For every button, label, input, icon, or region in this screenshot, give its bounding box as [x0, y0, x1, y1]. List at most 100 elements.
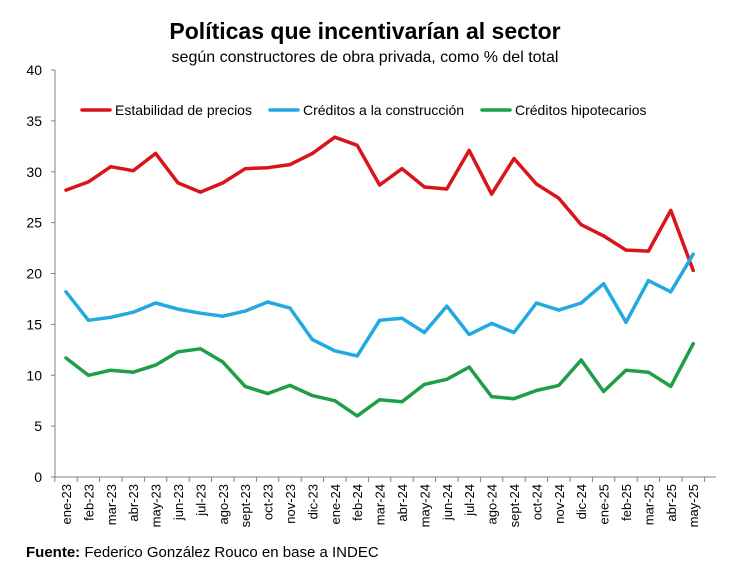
data-point — [557, 383, 561, 388]
data-point — [400, 400, 404, 404]
data-point — [333, 349, 337, 353]
series-line-2 — [64, 252, 695, 358]
data-point — [579, 301, 583, 305]
data-point — [579, 358, 583, 362]
x-tick-label: sept-24 — [507, 484, 522, 527]
data-point — [624, 320, 628, 324]
y-tick-label: 40 — [26, 62, 42, 78]
data-point — [378, 183, 382, 187]
x-tick-label: jul-23 — [193, 484, 208, 517]
y-tick-label: 30 — [26, 164, 42, 180]
data-point — [355, 143, 359, 147]
x-tick-label: ene-25 — [597, 484, 612, 524]
data-point — [490, 321, 494, 325]
x-tick-label: jun-24 — [440, 484, 455, 521]
x-tick-label: feb-25 — [619, 484, 634, 521]
data-point — [243, 167, 247, 171]
x-tick-label: ago-24 — [485, 484, 500, 524]
x-tick-label: jun-23 — [171, 484, 186, 521]
data-point — [266, 166, 270, 170]
data-point — [669, 384, 673, 389]
data-point — [400, 167, 404, 171]
x-tick-label: may-24 — [417, 484, 432, 527]
x-tick-label: feb-23 — [81, 484, 96, 521]
y-tick-label: 35 — [26, 113, 42, 129]
data-point — [602, 389, 606, 394]
data-point — [221, 181, 225, 185]
data-point — [691, 268, 695, 273]
data-point — [400, 316, 404, 320]
source-label: Fuente: — [26, 544, 81, 561]
x-tick-label: sept-23 — [238, 484, 253, 527]
data-point — [512, 156, 516, 161]
data-point — [378, 318, 382, 322]
x-tick-label: feb-24 — [350, 484, 365, 521]
data-point — [646, 370, 651, 374]
chart-title: Políticas que incentivarían al sector — [169, 18, 561, 44]
data-point — [109, 165, 113, 169]
data-point — [198, 311, 202, 315]
data-point — [288, 163, 292, 167]
data-point — [669, 208, 673, 213]
legend-label: Créditos a la construcción — [303, 102, 464, 118]
x-tick-label: nov-23 — [283, 484, 298, 524]
chart-legend: Estabilidad de precios Créditos a la cons… — [80, 102, 647, 118]
data-point — [154, 301, 158, 305]
data-point — [512, 397, 516, 401]
data-point — [243, 384, 247, 389]
data-point — [691, 252, 695, 256]
data-point — [288, 306, 292, 310]
data-point — [86, 180, 90, 184]
data-point — [624, 368, 628, 372]
data-point — [198, 347, 202, 351]
data-point — [131, 169, 135, 173]
x-tick-label: ene-23 — [59, 484, 74, 524]
data-point — [602, 234, 606, 238]
data-point — [221, 360, 225, 364]
data-point — [422, 330, 426, 335]
chart-axes: 0 5 10 15 20 25 30 35 40 ene-23 feb-23 mar-23 abr-23… — [26, 62, 716, 527]
data-point — [445, 187, 449, 191]
x-tick-label: may-23 — [149, 484, 164, 527]
chart-subtitle: según constructores de obra privada, com… — [171, 49, 559, 66]
data-point — [691, 342, 695, 346]
data-point — [266, 300, 270, 304]
data-point — [422, 185, 426, 189]
data-point — [109, 315, 113, 319]
legend-label: Créditos hipotecarios — [515, 102, 647, 118]
data-point — [467, 332, 471, 337]
data-point — [333, 135, 337, 139]
data-point — [266, 391, 270, 396]
data-point — [557, 308, 561, 312]
data-point — [64, 290, 68, 294]
data-point — [86, 373, 90, 377]
x-tick-label: mar-24 — [373, 484, 388, 525]
data-point — [176, 307, 180, 311]
data-point — [131, 370, 135, 374]
data-point — [109, 368, 113, 372]
x-tick-label: abr-24 — [395, 484, 410, 522]
y-tick-label: 25 — [26, 215, 42, 231]
data-point — [669, 290, 673, 294]
data-point — [333, 399, 337, 403]
x-tick-label: ene-24 — [328, 484, 343, 524]
x-tick-label: may-25 — [686, 484, 701, 527]
x-tick-label: mar-23 — [104, 484, 119, 525]
x-tick-label: mar-25 — [641, 484, 656, 525]
data-point — [490, 395, 494, 399]
y-tick-label: 5 — [34, 418, 42, 434]
data-point — [512, 330, 516, 335]
chart-series — [64, 135, 695, 418]
data-point — [154, 151, 158, 156]
data-point — [221, 314, 225, 318]
data-point — [534, 301, 539, 305]
data-point — [534, 182, 539, 186]
data-point — [534, 388, 539, 393]
x-tick-label: abr-23 — [126, 484, 141, 522]
legend-label: Estabilidad de precios — [115, 102, 252, 118]
data-point — [355, 354, 359, 358]
x-tick-label: nov-24 — [552, 484, 567, 524]
data-point — [64, 356, 68, 360]
data-point — [557, 196, 561, 200]
data-point — [86, 318, 90, 322]
